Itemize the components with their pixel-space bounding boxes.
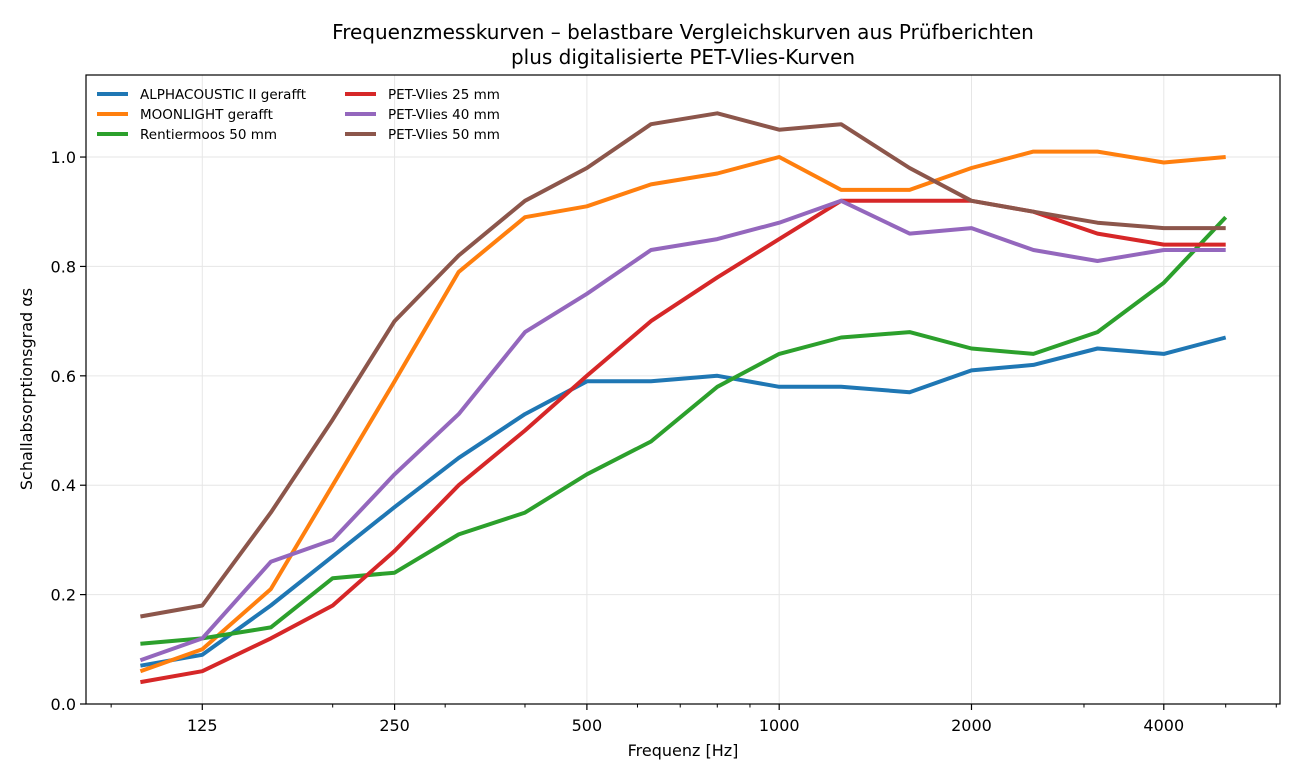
series-lines: [139, 111, 1228, 685]
legend-entry: PET-Vlies 25 mm: [345, 87, 500, 103]
x-tick-label: 1000: [759, 716, 800, 735]
legend-label: PET-Vlies 40 mm: [388, 107, 500, 123]
y-tick-label: 0.0: [51, 695, 76, 714]
legend-label: PET-Vlies 25 mm: [388, 87, 500, 103]
x-tick-label: 4000: [1143, 716, 1184, 735]
legend-entry: ALPHACOUSTIC II gerafft: [97, 87, 306, 103]
legend-label: Rentiermoos 50 mm: [140, 127, 277, 143]
chart-title-line-1: Frequenzmesskurven – belastbare Vergleic…: [332, 20, 1034, 44]
series-line-rentiermoos-50-mm: [140, 215, 1228, 646]
y-tick-label: 1.0: [51, 148, 76, 167]
series-line-alphacoustic-ii-gerafft: [140, 335, 1227, 668]
series-line-pet-vlies-50-mm: [140, 111, 1226, 619]
legend-entry: PET-Vlies 50 mm: [345, 127, 500, 143]
legend-label: ALPHACOUSTIC II gerafft: [140, 87, 306, 103]
y-tick-label: 0.8: [51, 257, 76, 276]
legend: ALPHACOUSTIC II gerafft MOONLIGHT gerafft…: [97, 87, 500, 143]
x-tick-label: 2000: [951, 716, 992, 735]
y-tick-label: 0.2: [51, 586, 76, 605]
legend-entry: Rentiermoos 50 mm: [97, 127, 277, 143]
x-tick-label: 125: [187, 716, 218, 735]
legend-label: PET-Vlies 50 mm: [388, 127, 500, 143]
x-axis-ticks: 125 250 500 1000 2000 4000: [110, 704, 1277, 735]
x-tick-label: 500: [572, 716, 603, 735]
y-tick-label: 0.6: [51, 367, 76, 386]
series-line-pet-vlies-40-mm: [139, 198, 1226, 663]
y-axis-label: Schallabsorptionsgrad αs: [17, 288, 36, 490]
y-axis-ticks: 0.0 0.2 0.4 0.6 0.8 1.0: [51, 148, 86, 714]
y-tick-label: 0.4: [51, 476, 76, 495]
x-axis-label: Frequenz [Hz]: [628, 741, 739, 760]
legend-label: MOONLIGHT gerafft: [140, 107, 273, 123]
chart-title: Frequenzmesskurven – belastbare Vergleic…: [332, 20, 1034, 69]
chart-title-line-2: plus digitalisierte PET-Vlies-Kurven: [511, 45, 855, 69]
legend-entry: MOONLIGHT gerafft: [97, 107, 273, 123]
series-line-moonlight-gerafft: [139, 149, 1226, 674]
grid: [86, 75, 1280, 705]
x-tick-label: 250: [379, 716, 410, 735]
legend-entry: PET-Vlies 40 mm: [345, 107, 500, 123]
axes-frame: [85, 74, 1281, 705]
